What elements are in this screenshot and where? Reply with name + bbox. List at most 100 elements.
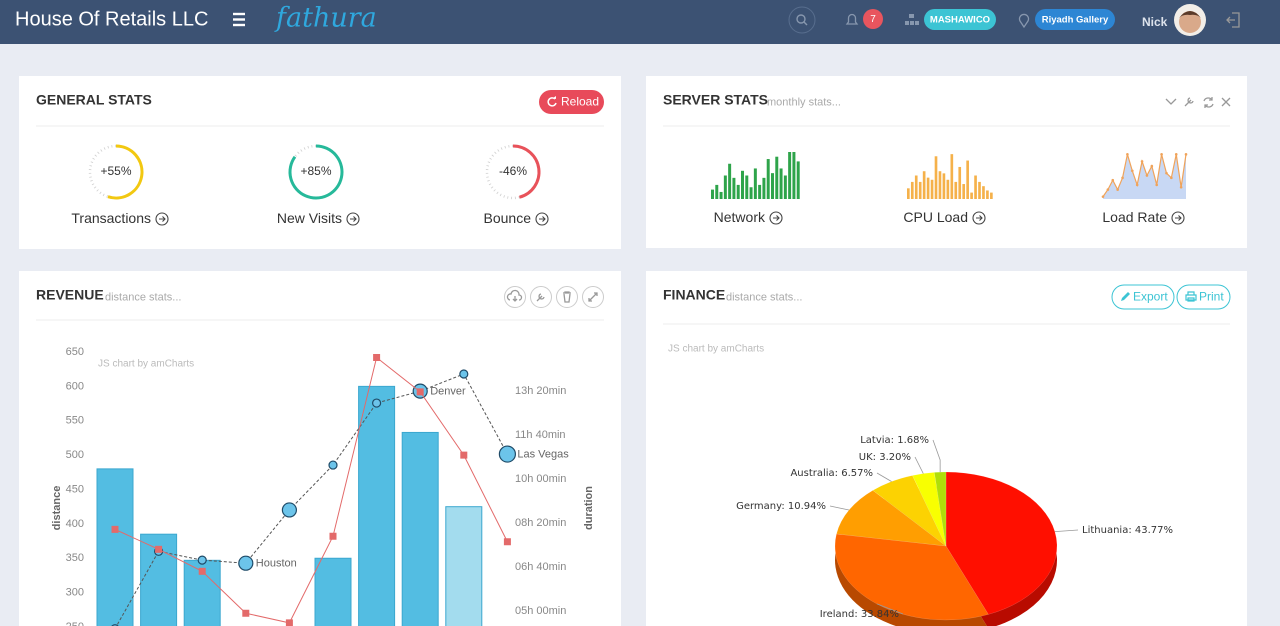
spark-bar [922,171,926,199]
spark-bar [970,192,973,199]
pie-label: UK: 3.20% [859,452,911,463]
spark-bar [978,181,981,199]
marker [416,388,424,396]
company-switch[interactable]: MASHAWICO [905,9,996,30]
spark-bar [990,192,993,199]
export-label: Export [1133,290,1168,304]
panel-tools[interactable] [504,286,604,308]
pie-label: Ireland: 33.84% [820,609,899,620]
spark-dot [1170,176,1173,180]
spark-bar [762,177,766,199]
marker [242,609,250,617]
leader-line [932,439,941,473]
spark-bar [728,163,732,199]
go-icon [350,216,357,222]
go-icon[interactable] [346,212,360,226]
spark-bar [910,181,914,199]
spark-bar [715,184,719,199]
spark-area [1103,154,1186,199]
go-icon [1175,215,1182,221]
spark-dot [1140,160,1144,163]
pie-label: Germany: 10.94% [736,501,826,512]
print-label: Print [1199,290,1224,304]
spark-dot [1101,195,1105,198]
spark-dot [1130,169,1134,173]
spark-dot [1135,183,1139,187]
spark-bar [986,190,989,199]
marker [155,545,163,553]
gauge-arc [288,144,344,200]
avatar[interactable] [1174,4,1206,36]
spark-bar [907,188,910,199]
y-tick-label: 300 [66,587,84,599]
watermark: JS chart by amCharts [668,344,764,355]
bullet [498,445,516,463]
pie-slice [836,490,947,547]
leader-line [914,456,924,474]
spark-bar [788,152,792,199]
y-tick-label: 350 [66,552,84,564]
spark-bar [954,181,958,199]
go-icon[interactable] [1171,211,1185,225]
spark-bar [914,175,918,199]
line [114,356,508,624]
user-name[interactable]: Nick [1142,15,1168,29]
spark-bar [918,181,922,199]
company-title: House Of Retails LLC [15,8,208,30]
logo[interactable]: fathura [274,3,377,34]
gauge-value: +55% [100,164,131,178]
y-tick-label: 600 [66,380,84,392]
go-icon[interactable] [972,211,986,225]
bullet [197,555,207,565]
spark-bar [711,189,714,199]
spark-bar [946,179,950,199]
spark-dot [1184,153,1188,156]
gauge-value: +85% [300,164,331,178]
bullet [238,555,254,571]
spark-name: CPU Load [903,209,968,225]
spark-bar [753,168,757,199]
menu-toggle[interactable] [233,12,245,27]
reload-label: Reload [561,95,599,109]
print-button[interactable]: Print [1176,284,1231,310]
y2-axis-title: duration [583,486,595,530]
panel-title: SERVER STATS [663,92,768,108]
spark-dot [1121,176,1124,180]
go-icon[interactable] [155,212,169,226]
line [115,373,508,626]
go-icon [539,216,546,222]
export-button[interactable]: Export [1111,284,1175,310]
spark-bar [771,173,774,199]
marker [460,451,468,459]
spark-bar [741,170,744,199]
y2-tick-label: 08h 20min [515,517,566,529]
go-icon[interactable] [769,211,783,225]
logout-button[interactable] [1226,12,1240,28]
notifications[interactable]: 7 [845,9,883,29]
y2-tick-label: 06h 40min [515,561,566,573]
spark-bar [792,152,796,199]
spark-dot [1116,188,1119,191]
location-switch[interactable]: Riyadh Gallery [1018,9,1116,30]
spark-bar [982,186,985,199]
leader-line [876,472,892,482]
leader-line [829,505,850,511]
spark-dot [1165,171,1168,175]
server-stats-panel [646,76,1247,248]
spark-dot [1106,188,1110,191]
reload-button[interactable]: Reload [539,90,604,114]
go-icon [976,215,983,221]
pie-label: Latvia: 1.68% [860,435,929,446]
search-button[interactable] [788,6,816,34]
spark-dot [1150,164,1154,168]
go-icon [773,215,780,221]
bullet-label: Las Vegas [517,448,569,460]
go-icon[interactable] [535,212,549,226]
panel-tools[interactable] [1165,97,1231,108]
gauge-value: -46% [499,164,527,178]
watermark: JS chart by amCharts [98,359,194,370]
y2-tick-label: 05h 00min [515,605,566,617]
panel-title: FINANCE [663,287,725,303]
spark-bar [930,179,934,199]
